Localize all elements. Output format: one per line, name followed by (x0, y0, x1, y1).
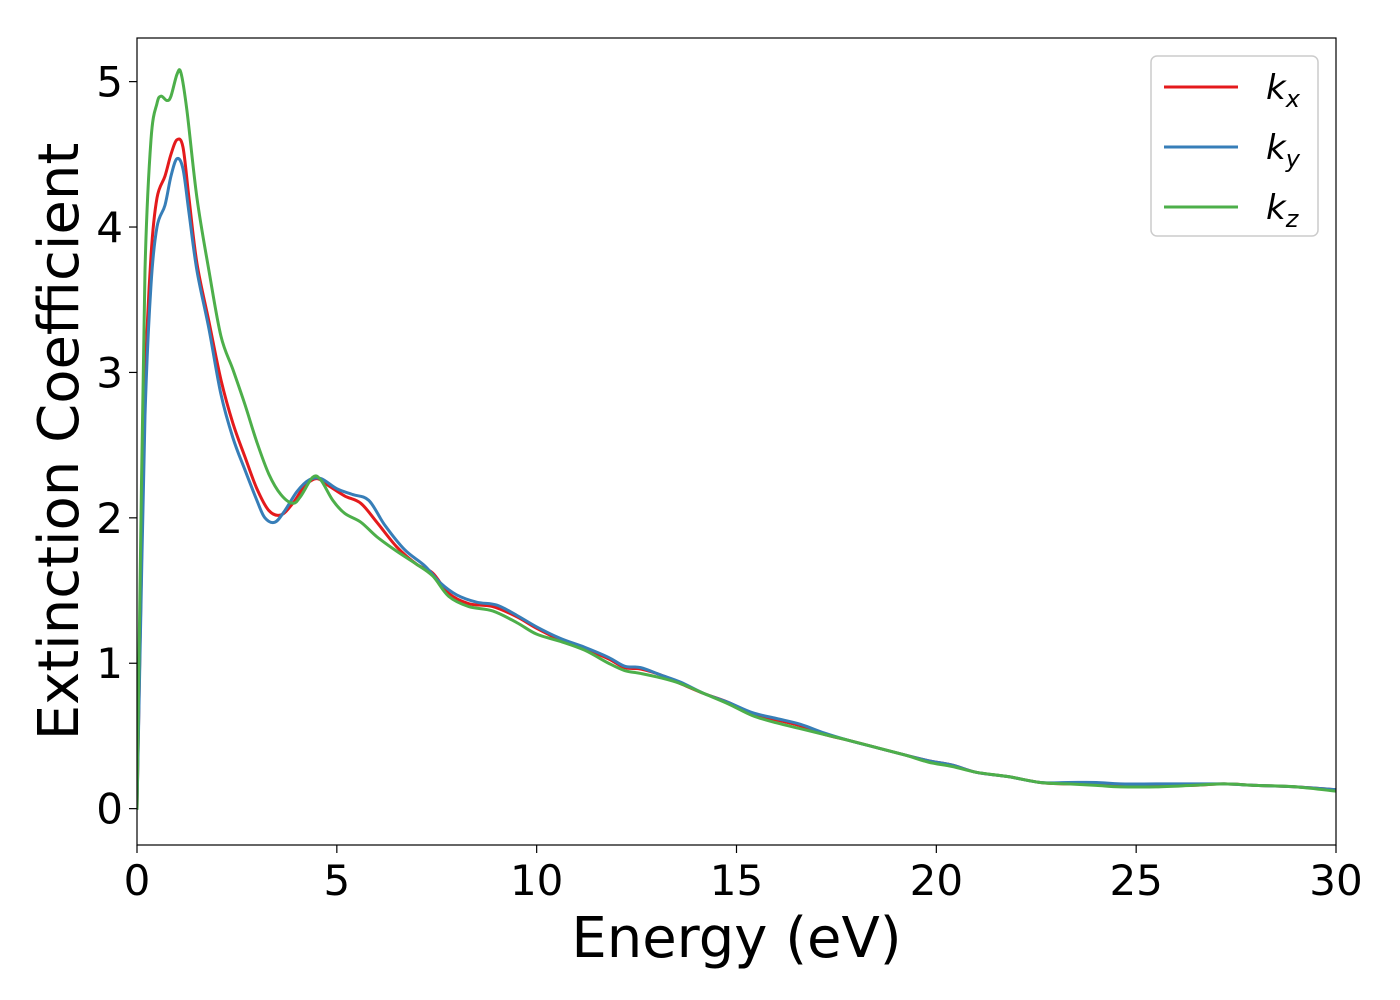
legend-label-subscript: z (1285, 205, 1300, 233)
x-tick-label: 30 (1309, 856, 1362, 905)
y-tick-label: 3 (96, 348, 123, 397)
legend-label-main: k (1266, 188, 1287, 228)
plot-background (137, 38, 1336, 845)
legend-label-main: k (1266, 128, 1287, 168)
legend-label-z: kz (1266, 188, 1300, 233)
legend-label-subscript: y (1285, 145, 1301, 173)
legend-label-x: kx (1266, 68, 1301, 113)
x-tick-label: 25 (1109, 856, 1162, 905)
x-tick-label: 0 (124, 856, 151, 905)
axes-layer: 0 5 10 15 20 25 30 0 1 2 3 4 5 (96, 37, 1363, 905)
x-tick-label: 15 (710, 856, 763, 905)
legend-label-y: ky (1266, 128, 1301, 173)
x-tick-label: 20 (910, 856, 963, 905)
x-tick-label: 5 (323, 856, 350, 905)
y-axis-label: Extinction Coefficient (27, 143, 92, 741)
y-tick-label: 4 (96, 203, 123, 252)
y-tick-label: 5 (96, 58, 123, 107)
x-tick-label: 10 (510, 856, 563, 905)
y-tick-label: 0 (96, 785, 123, 834)
legend-label-subscript: x (1285, 85, 1301, 113)
y-tick-label: 2 (96, 494, 123, 543)
series-line-z (137, 68, 1336, 811)
legend-label-main: k (1266, 68, 1287, 108)
x-axis-label: Energy (eV) (571, 906, 901, 971)
plot-area (137, 38, 1336, 845)
series-layer (137, 68, 1336, 811)
y-tick-label: 1 (96, 639, 123, 688)
